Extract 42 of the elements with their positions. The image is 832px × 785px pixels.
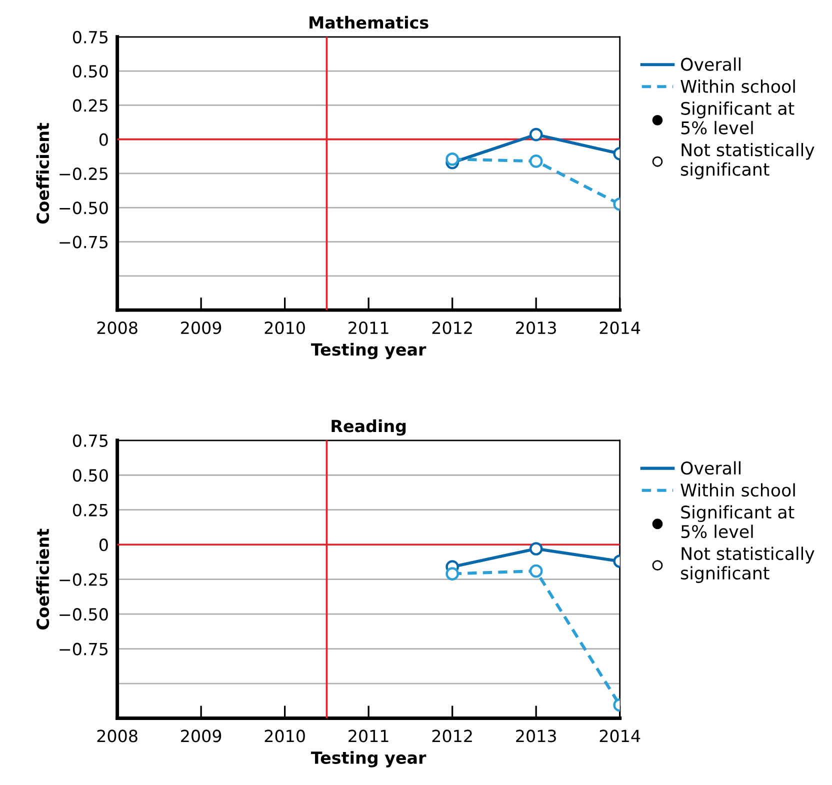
y-tick-label: 0 bbox=[99, 133, 108, 146]
y-tick-label: −0.50 bbox=[60, 608, 108, 621]
y-tick-label: 0.25 bbox=[72, 504, 108, 516]
x-tick-label: 2014 bbox=[600, 321, 640, 334]
legend-label: Significant at 5% level bbox=[681, 505, 794, 538]
x-tick-label: 2010 bbox=[264, 730, 305, 742]
y-tick-label: 0.50 bbox=[72, 469, 108, 482]
y-tick-label: −0.25 bbox=[60, 167, 108, 180]
x-tick-label: 2009 bbox=[181, 730, 222, 742]
x-tick-label: 2009 bbox=[181, 321, 222, 334]
y-tick-label: 0.50 bbox=[72, 65, 108, 78]
x-tick-label: 2013 bbox=[516, 730, 556, 742]
y-tick-label: 0 bbox=[99, 538, 108, 552]
y-tick-label: −0.75 bbox=[60, 642, 108, 656]
x-tick-label: 2008 bbox=[97, 321, 138, 334]
legend-label: Not statistically significant bbox=[680, 142, 814, 180]
x-tick-label: 2013 bbox=[516, 321, 556, 334]
x-tick-label: 2011 bbox=[348, 730, 388, 742]
x-tick-label: 2012 bbox=[432, 730, 472, 742]
y-axis-title: Coefficient bbox=[36, 122, 50, 224]
x-tick-label: 2014 bbox=[600, 730, 640, 742]
chart-title: Reading bbox=[332, 419, 406, 436]
legend-label: Overall bbox=[681, 58, 740, 71]
chart-title: Mathematics bbox=[310, 16, 428, 29]
legend-label: Overall bbox=[681, 461, 740, 475]
y-tick-label: 0.75 bbox=[72, 30, 108, 44]
x-tick-label: 2008 bbox=[97, 730, 138, 742]
y-tick-label: −0.75 bbox=[60, 236, 108, 248]
legend-label: Within school bbox=[680, 483, 795, 497]
x-axis-title: Testing year bbox=[311, 751, 426, 768]
x-tick-label: 2012 bbox=[432, 321, 472, 334]
y-tick-label: −0.25 bbox=[60, 573, 108, 586]
y-tick-label: −0.50 bbox=[60, 202, 108, 214]
x-axis-title: Testing year bbox=[311, 342, 426, 360]
x-tick-label: 2011 bbox=[348, 321, 388, 334]
y-axis-title: Coefficient bbox=[36, 528, 50, 630]
y-tick-label: 0.25 bbox=[72, 99, 108, 112]
x-tick-label: 2010 bbox=[264, 321, 305, 334]
y-tick-label: 0.75 bbox=[72, 434, 108, 447]
legend-label: Significant at 5% level bbox=[681, 102, 794, 134]
legend-label: Not statistically significant bbox=[680, 546, 814, 583]
legend-label: Within school bbox=[680, 80, 795, 93]
